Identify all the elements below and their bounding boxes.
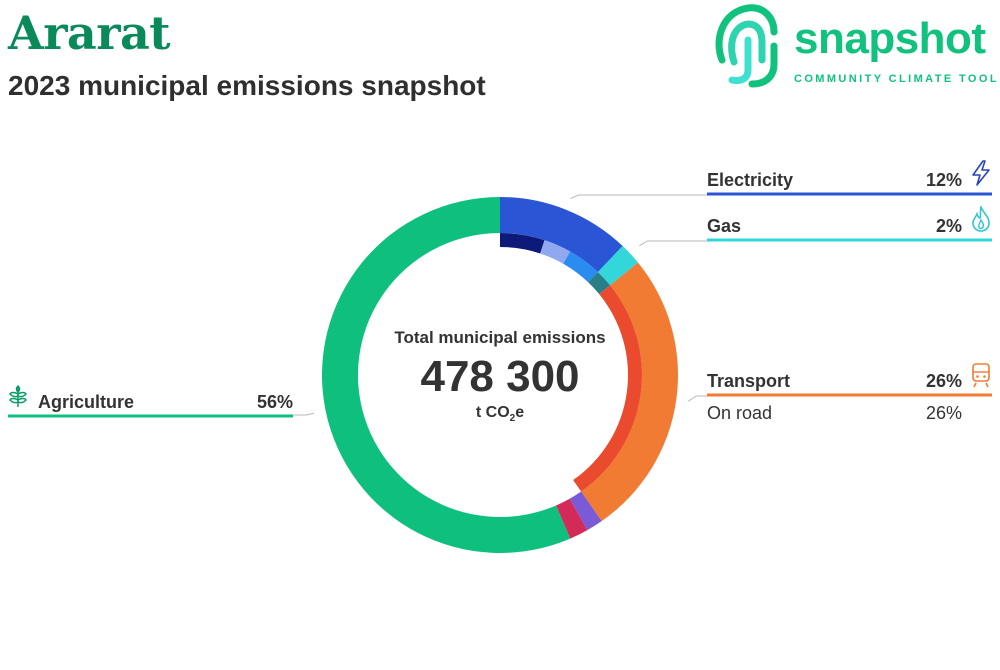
center-label: Total municipal emissions bbox=[394, 328, 606, 347]
donut-segment-other-crimson bbox=[555, 498, 588, 539]
donut-segment-other-purple bbox=[569, 491, 602, 531]
flame-icon bbox=[972, 206, 990, 232]
center-unit: t CO2e bbox=[475, 404, 525, 425]
legend-label-electricity: Electricity bbox=[707, 170, 794, 190]
leader-line-electricity bbox=[570, 194, 707, 200]
page-subtitle: 2023 municipal emissions snapshot bbox=[8, 70, 486, 101]
logo-tagline: COMMUNITY CLIMATE TOOL bbox=[794, 73, 999, 85]
legend-percent-electricity: 12% bbox=[925, 170, 962, 190]
sprout-icon bbox=[9, 384, 27, 407]
legend-percent-transport: 26% bbox=[925, 371, 962, 391]
donut-segment-transport bbox=[581, 262, 678, 522]
legend-sublabel-on-road: On road bbox=[707, 403, 773, 423]
legend-percent-gas: 2% bbox=[935, 216, 962, 236]
donut-subsegment-gas-0 bbox=[588, 272, 611, 295]
legend-subpercent-on-road: 26% bbox=[925, 403, 962, 423]
legend-label-gas: Gas bbox=[707, 216, 742, 236]
donut-segment-gas bbox=[597, 245, 638, 286]
train-icon bbox=[972, 363, 990, 388]
fingerprint-logo-icon bbox=[715, 4, 778, 88]
lightning-icon bbox=[972, 160, 990, 186]
leader-line-gas bbox=[639, 240, 707, 247]
donut-subsegment-transport-0 bbox=[573, 285, 643, 492]
donut-segment-agriculture bbox=[321, 197, 571, 553]
donut-subsegment-electricity-2 bbox=[563, 251, 598, 283]
leader-line-agriculture bbox=[293, 412, 314, 416]
center-total-value: 478 300 bbox=[420, 352, 580, 401]
leader-line-transport bbox=[687, 395, 707, 402]
page-title: Ararat bbox=[8, 6, 171, 60]
donut-segment-electricity bbox=[500, 197, 623, 273]
legend-label-agriculture: Agriculture bbox=[38, 392, 135, 412]
logo-wordmark: snapshot bbox=[794, 14, 986, 63]
donut-subsegment-electricity-1 bbox=[540, 240, 571, 264]
legend-label-transport: Transport bbox=[707, 371, 791, 391]
legend-percent-agriculture: 56% bbox=[256, 392, 293, 412]
donut-subsegment-electricity-0 bbox=[500, 233, 545, 254]
snapshot-logo: snapshot COMMUNITY CLIMATE TOOL bbox=[712, 0, 1000, 90]
